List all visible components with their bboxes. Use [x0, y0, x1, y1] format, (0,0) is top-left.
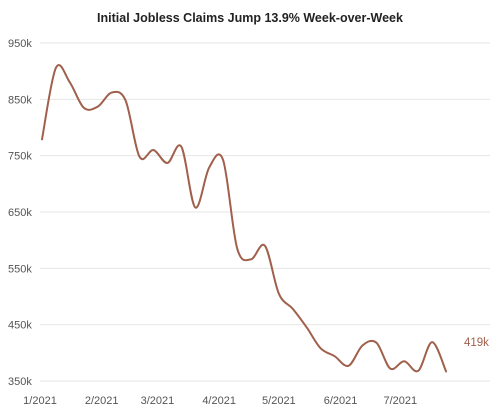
x-tick-label: 6/2021 — [324, 395, 358, 407]
data-point — [402, 359, 406, 363]
data-point — [360, 344, 364, 348]
gridlines — [40, 42, 490, 382]
data-point — [124, 98, 128, 102]
data-point — [82, 106, 86, 110]
data-point — [221, 158, 225, 162]
series-layer — [40, 64, 448, 373]
y-tick-label: 750k — [8, 151, 32, 163]
data-point — [305, 325, 309, 329]
data-point — [96, 105, 100, 109]
data-point — [374, 341, 378, 345]
data-point — [263, 244, 267, 248]
data-point — [110, 91, 114, 95]
data-point — [416, 369, 420, 373]
y-tick-label: 550k — [8, 263, 32, 275]
data-point — [333, 354, 337, 358]
data-point — [235, 246, 239, 250]
y-tick-label: 650k — [8, 207, 32, 219]
data-point — [430, 340, 434, 344]
x-tick-label: 2/2021 — [85, 395, 119, 407]
data-point — [40, 137, 44, 141]
data-point — [68, 80, 72, 84]
data-point — [54, 66, 58, 70]
data-point — [388, 367, 392, 371]
data-point — [151, 148, 155, 152]
last-value-label: 419k — [464, 337, 489, 349]
y-axis-ticks: 350k 450k 550k 650k 750k 850k 950k — [8, 38, 32, 388]
x-tick-label: 1/2021 — [23, 395, 57, 407]
series-line — [40, 64, 448, 373]
x-tick-label: 5/2021 — [262, 395, 296, 407]
data-point — [444, 369, 448, 373]
y-tick-label: 850k — [8, 94, 32, 106]
data-point — [179, 145, 183, 149]
data-point — [207, 166, 211, 170]
data-point — [165, 161, 169, 165]
data-point — [291, 307, 295, 311]
y-tick-label: 450k — [8, 320, 32, 332]
data-point — [249, 257, 253, 261]
data-point — [277, 292, 281, 296]
x-tick-label: 7/2021 — [383, 395, 417, 407]
x-tick-label: 3/2021 — [141, 395, 175, 407]
y-tick-label: 950k — [8, 38, 32, 50]
data-point — [319, 346, 323, 350]
data-point — [193, 205, 197, 209]
data-point — [347, 364, 351, 368]
chart-title: Initial Jobless Claims Jump 13.9% Week-o… — [97, 11, 403, 25]
x-axis-ticks: 1/2021 2/2021 3/2021 4/2021 5/2021 6/2021 7/20… — [23, 395, 417, 407]
x-tick-label: 4/2021 — [202, 395, 236, 407]
y-tick-label: 350k — [8, 376, 32, 388]
data-point — [138, 155, 142, 159]
